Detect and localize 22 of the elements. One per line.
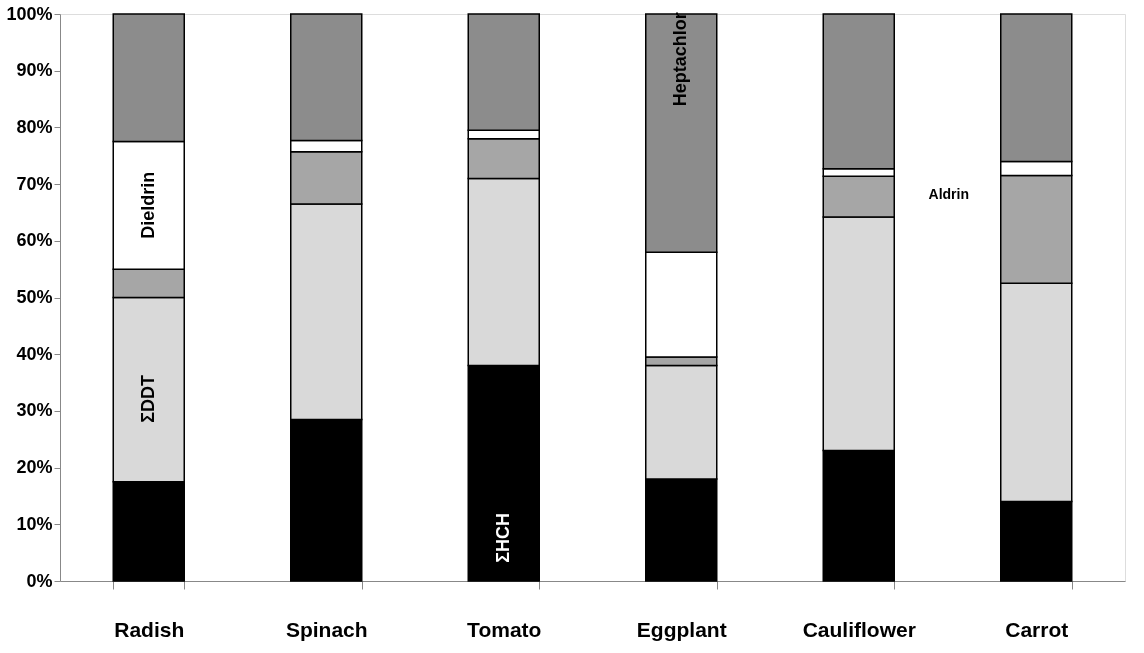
x-tick-label: Eggplant (636, 617, 727, 641)
x-tick-label: Spinach (285, 617, 368, 641)
y-tick-label: 70% (16, 173, 53, 194)
y-tick-label: 10% (16, 513, 53, 534)
y-tick-label: 20% (16, 457, 53, 478)
x-tick-label: Cauliflower (802, 617, 916, 641)
series-label: ΣHCH (492, 513, 513, 563)
x-tick-label: Radish (114, 617, 185, 641)
y-tick-label: 100% (6, 3, 53, 24)
series-label: ΣDDT (137, 374, 158, 423)
y-tick-label: 50% (16, 287, 53, 307)
y-tick-label: 0% (26, 570, 53, 591)
series-label: Dieldrin (137, 171, 158, 239)
x-tick-label: Tomato (467, 617, 542, 641)
y-tick-label: 90% (16, 60, 53, 81)
y-tick-label: 40% (16, 343, 53, 364)
y-tick-label: 30% (16, 400, 53, 421)
x-tick-label: Carrot (1005, 617, 1069, 641)
y-tick-label: 80% (16, 116, 53, 137)
series-label: Heptachlor (670, 12, 691, 107)
y-tick-label: 60% (16, 230, 53, 251)
text: Aldrin (928, 186, 969, 203)
